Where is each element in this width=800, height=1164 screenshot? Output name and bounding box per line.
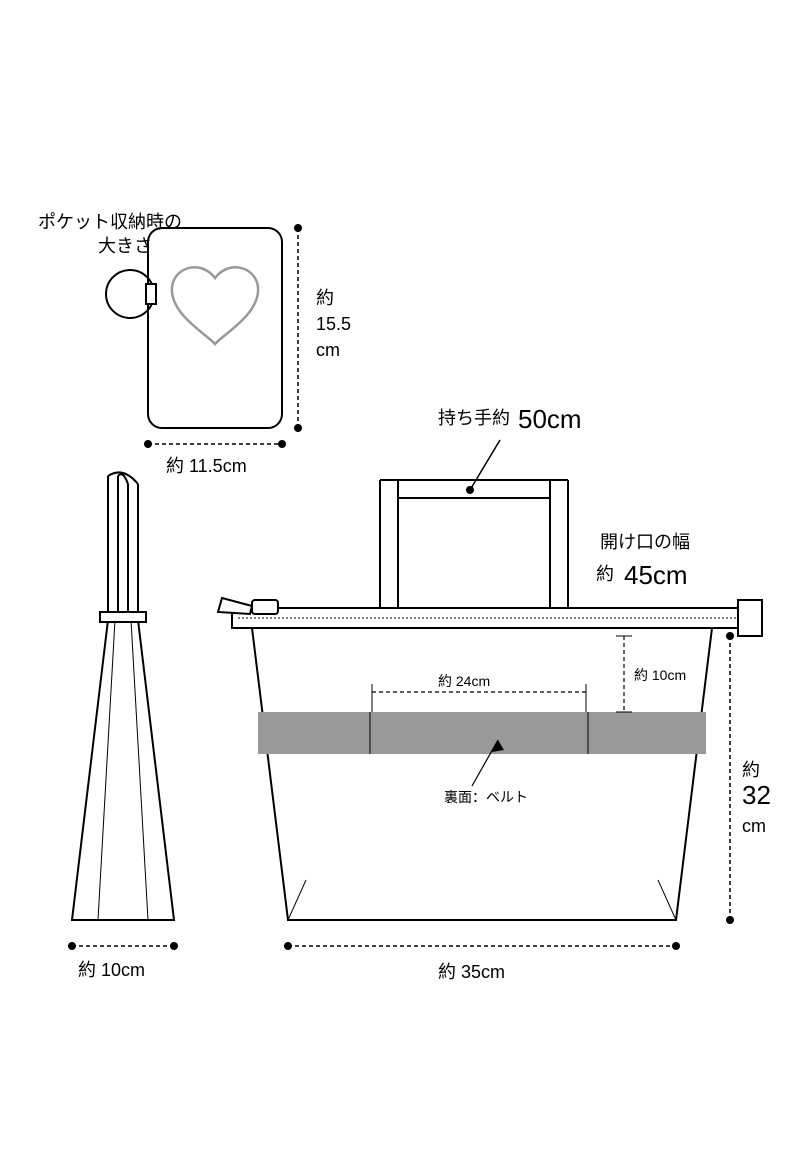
dim-dot: [726, 632, 734, 640]
side-zipper-tab: [100, 612, 146, 622]
pouch-ring-tab: [146, 284, 156, 304]
belt-back: 裏面：ベルト: [444, 789, 528, 805]
side-handle: [108, 472, 138, 620]
dim-dot: [726, 916, 734, 924]
zipper-end: [738, 600, 762, 636]
belt-d: 約 10cm: [634, 667, 686, 683]
side-w: 約 10cm: [78, 960, 145, 980]
bag-handles: [380, 480, 568, 620]
dim-dot: [284, 942, 292, 950]
pouch-title-2: 大きさ: [98, 236, 152, 256]
handle-prefix: 持ち手約: [438, 408, 510, 428]
bag-h-2: 32: [742, 780, 771, 810]
heart-icon: [172, 267, 258, 344]
dim-dot: [278, 440, 286, 448]
pouch-group: ポケット収納時の 大きさ 約 15.5 cm 約 11.5cm: [38, 212, 351, 476]
pouch-h-3: cm: [316, 340, 340, 360]
bag-bw: 約 35cm: [438, 962, 505, 982]
bag-h-1: 約: [742, 760, 760, 780]
side-body: [72, 620, 174, 920]
belt-w: 約 24cm: [438, 673, 490, 689]
handle-leader: [470, 440, 500, 490]
opening-prefix: 約: [596, 564, 614, 584]
opening-title: 開け口の幅: [600, 532, 690, 552]
pouch-body: [148, 228, 282, 428]
pouch-w: 約 11.5cm: [166, 456, 247, 476]
bag-h-3: cm: [742, 816, 766, 836]
belt-strip: [258, 712, 706, 754]
dim-dot: [170, 942, 178, 950]
dim-dot: [144, 440, 152, 448]
dim-dot: [294, 224, 302, 232]
zipper-pull: [218, 598, 278, 614]
dim-dot: [294, 424, 302, 432]
dim-dot: [672, 942, 680, 950]
pouch-h-2: 15.5: [316, 314, 351, 334]
dimension-diagram: ポケット収納時の 大きさ 約 15.5 cm 約 11.5cm: [0, 0, 800, 1164]
opening-val: 45cm: [624, 560, 688, 590]
handle-val: 50cm: [518, 404, 582, 434]
bag-front: 持ち手約 50cm 開け口の幅 約 45cm: [218, 404, 771, 982]
dim-dot: [68, 942, 76, 950]
side-profile: 約 10cm: [68, 472, 178, 980]
pouch-h-1: 約: [316, 288, 334, 308]
dim-dot: [466, 486, 474, 494]
